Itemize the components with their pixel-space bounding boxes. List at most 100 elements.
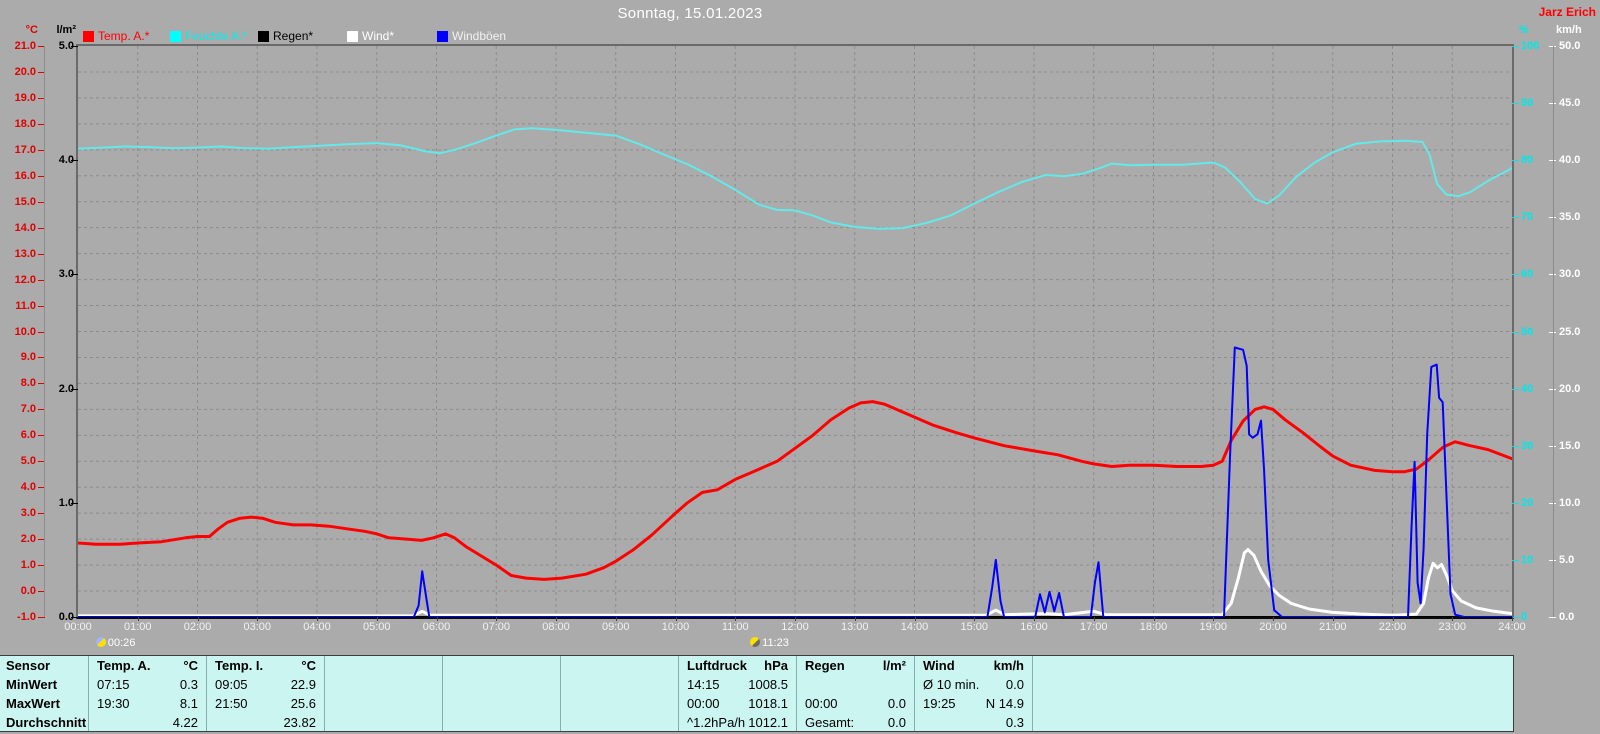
value-number: 0.0 <box>887 715 906 730</box>
value-time: 19:25 <box>923 696 956 711</box>
temp-tick-mark <box>38 331 45 333</box>
humidity-tick-label: 20 <box>1521 496 1534 509</box>
table-column-header: Luftdruck hPa <box>679 656 796 675</box>
table-value-row: 4.22 <box>89 713 206 732</box>
value-time: 21:50 <box>215 696 248 711</box>
x-axis-tick-label: 12:00 <box>781 621 809 633</box>
x-axis-tick-label: 07:00 <box>482 621 511 633</box>
temp-tick-mark <box>38 253 45 255</box>
astro-marker: 11:23 <box>750 637 789 650</box>
humidity-tick-mark <box>1512 103 1519 105</box>
temp-tick-mark <box>38 409 45 411</box>
table-column-wind: Wind km/h Ø 10 min. 0.0 19:25 N 14.9 0.3 <box>914 656 1032 731</box>
table-row-label: MinWert <box>6 677 58 692</box>
wind-tick-mark <box>1549 274 1556 276</box>
table-value-row: Gesamt: 0.0 <box>797 713 914 732</box>
temp-tick-label: -1.0 <box>17 611 36 623</box>
temp-tick-mark <box>38 227 45 229</box>
table-column-header <box>1033 656 1513 675</box>
table-column-header <box>325 656 442 675</box>
x-axis-tick-label: 23:00 <box>1438 621 1467 633</box>
wind-tick-label: 40.0 <box>1559 154 1581 167</box>
table-column-empty <box>1032 656 1513 731</box>
value-number: 1008.5 <box>748 677 788 692</box>
x-axis-tick-label: 01:00 <box>123 621 152 633</box>
x-axis-tick-mark <box>615 617 617 621</box>
x-axis-tick-label: 13:00 <box>840 621 869 633</box>
sensor-unit: km/h <box>993 658 1024 673</box>
chart-plot-area <box>76 44 1514 619</box>
temp-tick-mark <box>38 539 45 541</box>
value-number: 4.22 <box>172 715 198 730</box>
value-number: 0.3 <box>1005 715 1024 730</box>
table-row-label: Durchschnitt <box>6 715 87 730</box>
x-axis-tick-mark <box>317 617 318 621</box>
x-axis-tick-mark <box>257 617 259 621</box>
table-value-row <box>1033 694 1513 713</box>
x-axis-tick-label: 20:00 <box>1259 621 1287 633</box>
table-column-header: Temp. A. °C <box>89 656 206 675</box>
value-number: 22.9 <box>290 677 316 692</box>
rain-tick-mark <box>71 160 78 162</box>
wind-tick-label: 25.0 <box>1559 325 1581 338</box>
wind-tick-label: 10.0 <box>1559 496 1581 509</box>
table-value-row: 00:00 1018.1 <box>679 694 796 713</box>
temp-tick-label: 9.0 <box>20 351 36 364</box>
temp-tick-label: 0.0 <box>20 585 36 598</box>
x-axis-tick-label: 10:00 <box>661 621 690 633</box>
x-axis-tick-mark <box>556 617 557 621</box>
moon-down-icon <box>750 637 761 647</box>
x-axis-tick-label: 24:00 <box>1498 621 1526 633</box>
rain-tick-mark <box>71 274 78 276</box>
x-axis-tick-label: 08:00 <box>542 621 570 633</box>
value-number: 8.1 <box>179 696 198 711</box>
wind-tick-label: 5.0 <box>1559 553 1575 566</box>
legend-label: Temp. A.* <box>98 29 150 43</box>
table-value-row: 0.3 <box>915 713 1032 732</box>
temp-tick-mark <box>38 97 45 99</box>
x-axis-tick-mark <box>1213 617 1215 621</box>
temp-tick-mark <box>38 175 45 177</box>
value-time: ^1.2hPa/h <box>687 715 746 730</box>
temp-tick-mark <box>38 487 45 489</box>
table-value-row <box>443 713 560 732</box>
humidity-tick-mark <box>1512 445 1519 447</box>
temp-tick-label: 13.0 <box>14 247 36 260</box>
temp-tick-mark <box>38 46 45 47</box>
humidity-tick-label: 80 <box>1521 154 1534 167</box>
temp-tick-label: 8.0 <box>20 377 36 390</box>
wind-tick-mark <box>1549 559 1556 561</box>
rain-axis-unit: l/m² <box>56 24 76 36</box>
wind-axis-spine <box>1553 46 1554 617</box>
humidity-tick-mark <box>1512 274 1519 276</box>
wind-tick-label: 50.0 <box>1559 40 1581 52</box>
temp-tick-mark <box>38 279 45 281</box>
temp-tick-mark <box>38 435 45 437</box>
temp-tick-label: 10.0 <box>14 325 36 338</box>
table-value-row <box>325 713 442 732</box>
table-value-row: 14:15 1008.5 <box>679 675 796 694</box>
sensor-name: Wind <box>923 658 955 673</box>
temp-tick-label: 14.0 <box>14 221 36 234</box>
legend-label: Windböen <box>452 29 507 43</box>
x-axis-tick-label: 06:00 <box>422 621 451 633</box>
value-number: 0.0 <box>887 696 906 711</box>
sensor-name: Regen <box>805 658 845 673</box>
x-axis-tick-label: 09:00 <box>601 621 630 633</box>
x-axis-tick-mark <box>1093 617 1095 621</box>
page-title: Sonntag, 15.01.2023 <box>617 5 763 22</box>
table-value-row: 19:30 8.1 <box>89 694 206 713</box>
value-number: N 14.9 <box>985 696 1024 711</box>
table-value-row: 19:25 N 14.9 <box>915 694 1032 713</box>
value-time: 19:30 <box>97 696 130 711</box>
wind-tick-label: 30.0 <box>1559 268 1581 281</box>
astro-marker-time: 00:26 <box>107 637 136 649</box>
wind-tick-label: 20.0 <box>1559 382 1581 395</box>
wind-tick-mark <box>1549 445 1556 447</box>
value-number: 0.3 <box>179 677 198 692</box>
humidity-axis-unit: % <box>1519 24 1529 36</box>
x-axis-tick-mark <box>1392 617 1394 621</box>
rain-tick-mark <box>71 617 78 618</box>
table-value-row <box>443 694 560 713</box>
table-column-header <box>561 656 678 675</box>
